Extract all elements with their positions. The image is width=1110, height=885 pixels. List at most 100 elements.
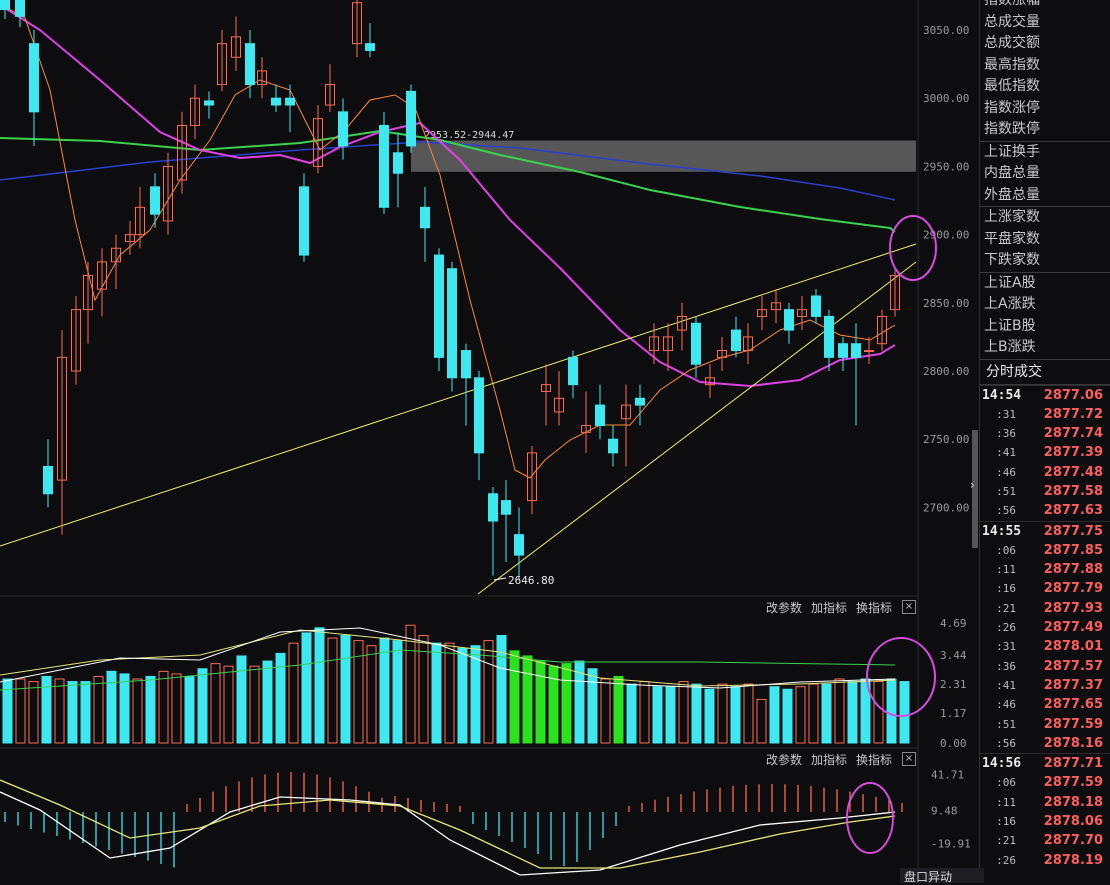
tick-time: :56 — [996, 736, 1016, 750]
candle-up — [57, 356, 67, 481]
tick-price: 2877.74 — [1043, 426, 1103, 442]
tick-time: :36 — [996, 427, 1016, 441]
volume-ma-mid — [0, 629, 896, 687]
volume-bar — [470, 645, 481, 744]
tick-row: 14:56 2877.71 — [980, 753, 1110, 773]
volume-bar — [418, 634, 429, 744]
candle-up — [757, 309, 767, 317]
volume-bar — [808, 683, 819, 744]
volume-bar — [119, 673, 130, 744]
volume-axis-tick: 0.00 — [940, 737, 967, 750]
volume-modify-params-button[interactable]: 改参数 — [766, 601, 803, 615]
tick-row: :41 2877.37 — [980, 676, 1110, 695]
volume-bar — [561, 663, 572, 744]
volume-bar — [756, 698, 767, 744]
candle-down — [447, 268, 457, 379]
macd-close-icon[interactable]: × — [902, 752, 916, 766]
candle-down — [474, 377, 484, 454]
candle-up — [97, 261, 107, 290]
tick-row: :26 2878.19 — [980, 851, 1110, 870]
volume-bar — [678, 681, 689, 744]
stat-high-index: 最高指数 — [984, 56, 1040, 73]
vertical-scrollbar[interactable] — [972, 430, 978, 548]
tick-row: :46 2877.48 — [980, 463, 1110, 482]
candle-down — [406, 90, 416, 147]
volume-bar — [366, 645, 377, 744]
tick-price: 2877.85 — [1043, 542, 1103, 558]
tick-time: :16 — [996, 815, 1016, 829]
volume-ma-short — [0, 627, 896, 689]
price-axis-tick: 2950.00 — [923, 160, 969, 173]
candle-up — [890, 275, 900, 311]
volume-close-icon[interactable]: × — [902, 600, 916, 614]
candle-up — [125, 234, 135, 242]
volume-switch-indicator-button[interactable]: 换指标 — [856, 601, 893, 615]
price-axis-tick: 2900.00 — [923, 229, 969, 242]
volume-bar — [886, 678, 897, 744]
tick-time: 14:56 — [982, 756, 1022, 772]
volume-add-indicator-button[interactable]: 加指标 — [811, 601, 848, 615]
price-axis-tick: 2850.00 — [923, 297, 969, 310]
volume-bar — [704, 688, 715, 744]
candle-up — [177, 124, 187, 181]
abnormal-movement-tab[interactable]: 盘口异动 — [900, 868, 984, 884]
volume-bar — [132, 678, 143, 744]
volume-bar — [301, 632, 312, 744]
tick-price: 2877.72 — [1043, 406, 1103, 422]
volume-bar — [652, 686, 663, 744]
macd-switch-indicator-button[interactable]: 换指标 — [856, 753, 893, 767]
candle-down — [43, 465, 53, 495]
volume-bar — [457, 647, 468, 744]
volume-bar — [626, 683, 637, 744]
macd-add-indicator-button[interactable]: 加指标 — [811, 753, 848, 767]
tick-price: 2877.58 — [1043, 483, 1103, 499]
candle-down — [784, 309, 794, 331]
candle-up — [313, 118, 323, 167]
ticks-section-title[interactable]: 分时成交 — [980, 358, 1110, 385]
macd-dif-line — [0, 791, 896, 876]
tick-time: :46 — [996, 465, 1016, 479]
gap-label: 2953.52-2944.47 — [424, 130, 514, 141]
volume-bar — [288, 642, 299, 744]
candle-up — [621, 404, 631, 420]
volume-bar — [314, 627, 325, 744]
volume-bar — [509, 650, 520, 744]
stats-group-3: 上涨家数 平盘家数 下跌家数 — [980, 206, 1110, 272]
volume-bar — [275, 652, 286, 744]
tick-price: 2877.71 — [1043, 756, 1103, 772]
volume-bar — [327, 637, 338, 744]
macd-highlight-circle — [846, 782, 894, 854]
candle-up — [743, 336, 753, 352]
tick-time: :46 — [996, 698, 1016, 712]
candle-down — [811, 295, 821, 317]
volume-bar — [171, 673, 182, 744]
volume-bar — [743, 683, 754, 744]
stats-group-2: 上证换手 内盘总量 外盘总量 — [980, 140, 1110, 207]
candle-up — [527, 452, 537, 502]
volume-bar — [847, 681, 858, 744]
candle-down — [365, 43, 375, 51]
kline-chart[interactable]: 3050.00 3000.00 2950.00 2900.00 2850.00 2800.… — [0, 0, 975, 883]
tick-time: :31 — [996, 407, 1016, 421]
tick-price: 2877.79 — [1043, 581, 1103, 597]
tick-price: 2877.37 — [1043, 677, 1103, 693]
collapse-arrow-icon[interactable]: › — [970, 478, 975, 492]
tick-price: 2877.70 — [1043, 833, 1103, 849]
tick-time: :06 — [996, 543, 1016, 557]
chart-area[interactable]: 3050.00 3000.00 2950.00 2900.00 2850.00 2800.… — [0, 0, 975, 883]
candle-up — [135, 206, 145, 236]
tick-time: :26 — [996, 621, 1016, 635]
candle-down — [15, 0, 25, 17]
volume-bar — [41, 675, 52, 744]
macd-modify-params-button[interactable]: 改参数 — [766, 753, 803, 767]
tick-row: :06 2877.59 — [980, 773, 1110, 792]
price-axis-tick: 3050.00 — [923, 24, 969, 37]
stat-low-index: 最低指数 — [984, 78, 1040, 94]
tick-time: 14:55 — [982, 523, 1022, 539]
candle-down — [595, 404, 605, 427]
tick-row: :06 2877.85 — [980, 541, 1110, 560]
tick-row: :21 2877.93 — [980, 599, 1110, 618]
quote-side-panel: 指数涨幅 总成交量 总成交额 最高指数 最低指数 指数涨停 指数跌停 上证换手 … — [979, 0, 1110, 883]
candle-down — [379, 124, 389, 208]
volume-bar — [145, 675, 156, 744]
